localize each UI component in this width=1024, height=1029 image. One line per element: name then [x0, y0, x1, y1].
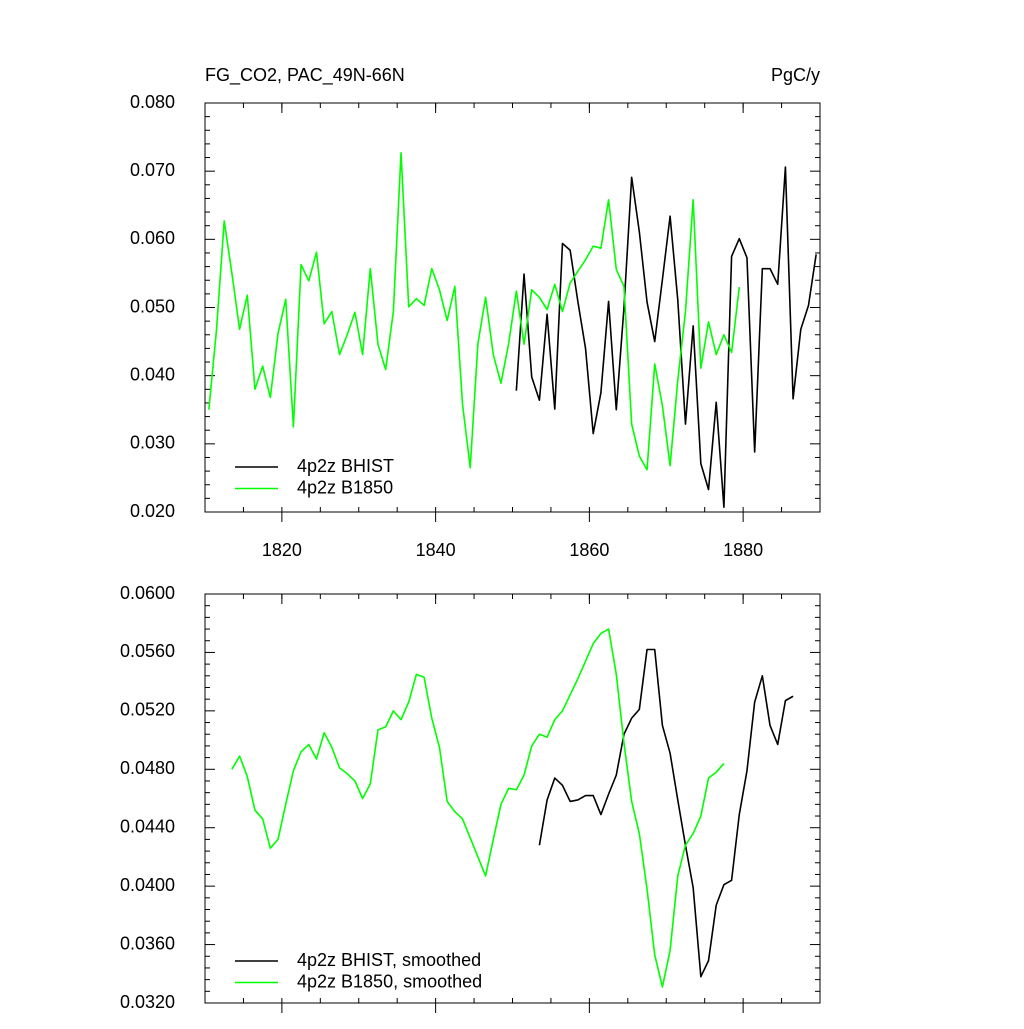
y-tick-label: 0.020 — [130, 501, 175, 521]
x-tick-label: 1840 — [416, 540, 456, 560]
y-tick-label: 0.0440 — [120, 816, 175, 836]
y-tick-label: 0.070 — [130, 160, 175, 180]
legend-label: 4p2z BHIST — [297, 456, 394, 476]
y-tick-label: 0.050 — [130, 296, 175, 316]
x-tick-label: 1880 — [723, 540, 763, 560]
y-tick-label: 0.060 — [130, 228, 175, 248]
units-label: PgC/y — [771, 65, 820, 85]
y-tick-label: 0.040 — [130, 364, 175, 384]
y-tick-label: 0.0520 — [120, 700, 175, 720]
y-tick-label: 0.080 — [130, 92, 175, 112]
legend-label: 4p2z BHIST, smoothed — [297, 950, 481, 970]
y-tick-label: 0.0400 — [120, 875, 175, 895]
y-tick-label: 0.0480 — [120, 758, 175, 778]
y-tick-label: 0.0600 — [120, 583, 175, 603]
x-tick-label: 1860 — [569, 540, 609, 560]
data-line — [538, 648, 794, 978]
legend-label: 4p2z B1850, smoothed — [297, 971, 482, 991]
legend-label: 4p2z B1850 — [297, 477, 393, 497]
x-tick-label: 1820 — [262, 540, 302, 560]
plot-frame — [204, 593, 821, 1004]
data-line — [231, 628, 725, 988]
data-line — [515, 166, 817, 509]
data-line — [208, 151, 741, 471]
chart-title: FG_CO2, PAC_49N-66N — [205, 65, 405, 86]
y-tick-label: 0.030 — [130, 433, 175, 453]
y-tick-label: 0.0320 — [120, 992, 175, 1012]
y-tick-label: 0.0560 — [120, 641, 175, 661]
plot-frame — [204, 102, 821, 513]
y-tick-label: 0.0360 — [120, 933, 175, 953]
